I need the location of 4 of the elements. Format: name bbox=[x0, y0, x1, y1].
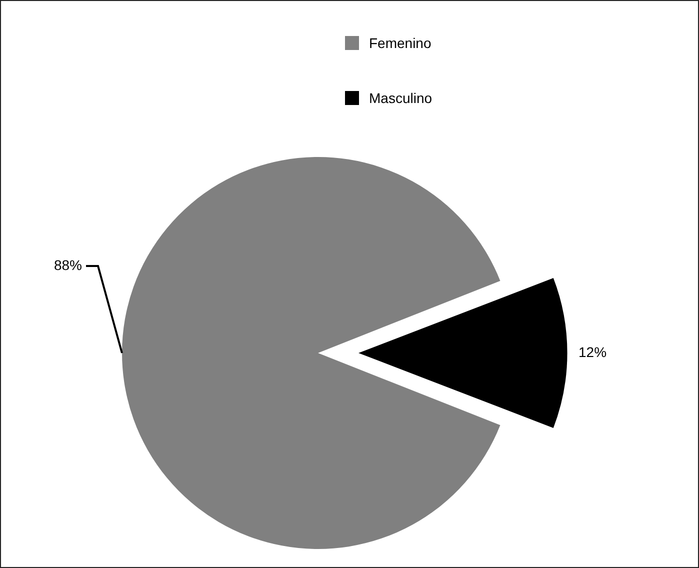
legend-label: Femenino bbox=[369, 35, 432, 51]
data-label: 88% bbox=[54, 256, 82, 273]
legend-label: Masculino bbox=[369, 90, 432, 106]
data-label: 12% bbox=[578, 344, 607, 360]
